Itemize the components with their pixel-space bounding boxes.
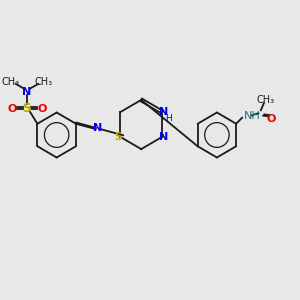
Text: O: O	[37, 104, 46, 114]
Text: N: N	[93, 123, 103, 133]
Text: CH₃: CH₃	[256, 95, 274, 105]
Text: S: S	[22, 102, 32, 115]
Text: H: H	[166, 114, 172, 123]
Text: CH₃: CH₃	[2, 77, 20, 87]
Text: NH: NH	[244, 111, 260, 121]
Text: N: N	[22, 87, 32, 97]
Text: N: N	[159, 107, 168, 117]
Text: O: O	[8, 104, 17, 114]
Text: S: S	[114, 132, 122, 142]
Text: N: N	[159, 132, 168, 142]
Text: CH₃: CH₃	[34, 77, 52, 87]
Text: O: O	[266, 114, 276, 124]
